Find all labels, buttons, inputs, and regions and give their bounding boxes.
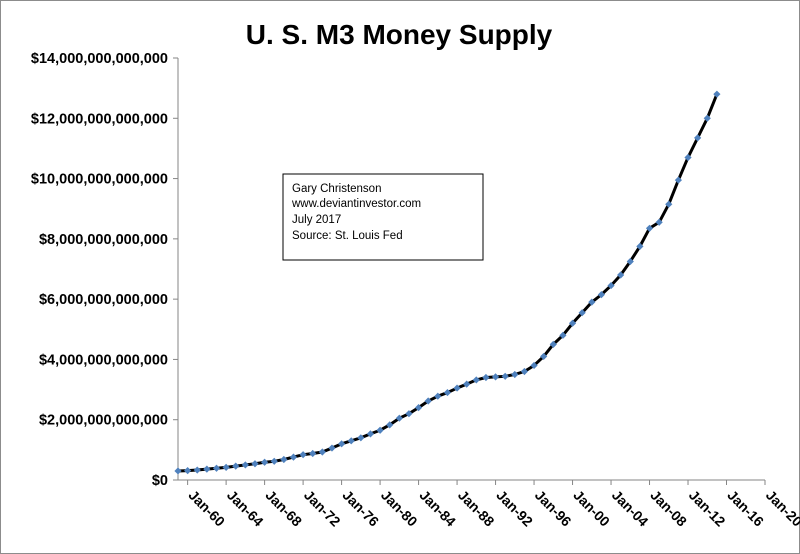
x-tick-label: Jan-04: [609, 487, 652, 530]
y-tick-label: $0: [152, 473, 168, 489]
data-point-marker: [597, 291, 606, 299]
data-point-marker: [626, 257, 634, 266]
y-axis-ticks: $0 $2,000,000,000,000 $4,000,000,000,000 $6…: [31, 51, 178, 489]
data-point-marker: [395, 414, 403, 422]
data-point-marker: [232, 462, 240, 470]
annotation-line: Gary Christenson: [292, 183, 381, 195]
x-tick-label: Jan-60: [186, 487, 229, 530]
data-point-marker: [212, 464, 221, 472]
data-point-marker: [414, 404, 423, 412]
data-point-marker: [463, 380, 471, 388]
data-point-marker: [674, 176, 682, 184]
data-point-marker: [328, 444, 336, 452]
data-point-marker: [222, 463, 230, 471]
x-tick-label: Jan-00: [570, 487, 613, 530]
x-tick-label: Jan-96: [532, 487, 575, 530]
annotation-border: [282, 173, 484, 261]
x-tick-label: Jan-20: [763, 487, 800, 530]
data-point-marker: [694, 134, 702, 142]
data-point-marker: [366, 430, 375, 438]
y-tick-label: $12,000,000,000,000: [31, 111, 168, 127]
data-point-marker: [357, 434, 365, 442]
data-point-marker: [520, 367, 529, 376]
data-point-marker: [482, 373, 490, 382]
data-point-marker: [540, 352, 548, 361]
data-point-marker: [578, 309, 586, 317]
x-tick-label: Jan-80: [378, 487, 421, 530]
x-tick-label: Jan-12: [686, 487, 729, 530]
x-tick-label: Jan-88: [455, 487, 498, 530]
y-tick-label: $2,000,000,000,000: [39, 413, 168, 429]
x-tick-label: Jan-68: [262, 487, 305, 530]
data-point-marker: [347, 437, 355, 445]
y-tick-label: $10,000,000,000,000: [31, 172, 168, 188]
series-line: [176, 92, 719, 473]
data-point-marker: [665, 200, 673, 208]
data-point-marker: [549, 340, 557, 348]
data-point-marker: [309, 449, 317, 458]
data-point-marker: [424, 397, 432, 405]
x-tick-label: Jan-16: [724, 487, 767, 530]
y-tick-label: $6,000,000,000,000: [39, 292, 168, 308]
data-point-marker: [568, 319, 577, 327]
data-point-marker: [559, 331, 567, 339]
annotation-line: July 2017: [292, 214, 341, 226]
data-point-marker: [289, 453, 298, 461]
data-point-marker: [193, 466, 201, 474]
data-point-marker: [376, 426, 384, 434]
x-axis-ticks: Jan-60Jan-64Jan-68Jan-72Jan-76Jan-80Jan-…: [186, 480, 800, 530]
chart-title: U. S. M3 Money Supply: [246, 19, 553, 50]
source-annotation: Gary Christenson www.deviantinvestor.com…: [282, 173, 484, 261]
x-tick-label: Jan-08: [647, 487, 690, 530]
annotation-line: Source: St. Louis Fed: [292, 230, 403, 242]
data-point-marker: [713, 90, 721, 98]
data-point-marker: [299, 451, 307, 459]
data-point-marker: [530, 361, 538, 370]
data-point-marker: [453, 384, 461, 392]
data-point-marker: [174, 467, 182, 475]
data-point-marker: [386, 421, 394, 429]
data-point-marker: [645, 224, 654, 232]
data-point-marker: [491, 373, 500, 381]
x-tick-label: Jan-76: [339, 487, 382, 530]
data-point-marker: [203, 465, 211, 473]
data-point-marker: [241, 461, 249, 469]
x-tick-label: Jan-64: [224, 487, 267, 530]
data-point-marker: [280, 455, 288, 464]
data-point-marker: [703, 114, 711, 122]
x-tick-label: Jan-84: [416, 487, 459, 530]
y-tick-label: $14,000,000,000,000: [31, 51, 168, 67]
data-point-marker: [405, 410, 413, 418]
data-point-marker: [472, 376, 480, 384]
data-point-marker: [684, 153, 692, 162]
x-tick-label: Jan-92: [493, 487, 536, 530]
data-point-marker: [434, 392, 442, 400]
data-point-marker: [588, 298, 596, 306]
data-point-marker: [184, 467, 192, 475]
series-m3: [174, 90, 721, 475]
data-point-marker: [337, 440, 346, 448]
data-point-marker: [251, 460, 259, 468]
y-tick-label: $8,000,000,000,000: [39, 232, 168, 248]
data-point-marker: [636, 242, 644, 250]
data-point-marker: [270, 457, 278, 465]
data-point-marker: [607, 281, 615, 290]
data-point-marker: [443, 388, 452, 397]
data-point-marker: [617, 271, 625, 279]
data-point-marker: [318, 448, 326, 456]
y-tick-label: $4,000,000,000,000: [39, 352, 168, 368]
annotation-line: www.deviantinvestor.com: [291, 198, 421, 210]
data-point-marker: [655, 218, 663, 226]
data-point-marker: [501, 372, 509, 380]
x-tick-label: Jan-72: [301, 487, 344, 530]
data-point-marker: [511, 370, 519, 379]
data-point-marker: [261, 458, 269, 466]
